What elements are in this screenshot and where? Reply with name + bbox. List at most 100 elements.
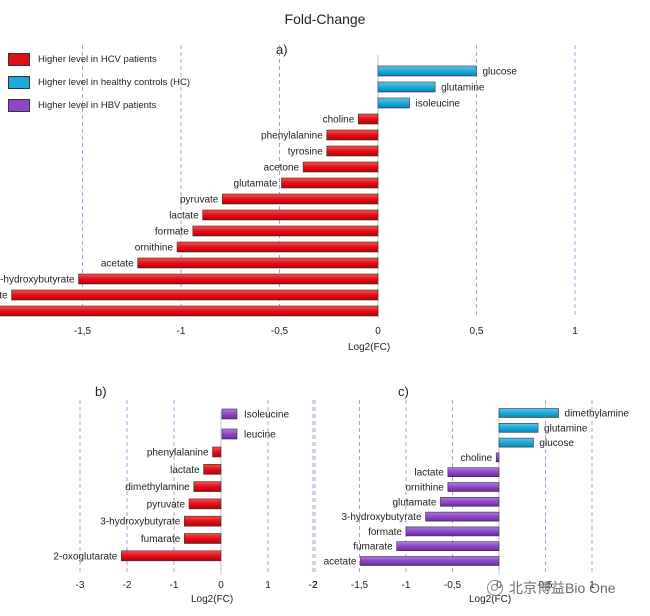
bar-label-c-formate: formate xyxy=(368,527,402,538)
tick-label-b-5: 2 xyxy=(312,580,318,591)
bar-b-dimethylamine xyxy=(193,481,222,492)
tick-label-b-0: -3 xyxy=(76,580,85,591)
panel-b: b) -3 -2 -1 0 1 2 Log2(FC) phenylalanine lactate d… xyxy=(53,384,318,605)
bar-c-3-hydroxybutyrate xyxy=(425,511,500,522)
legend-label-hc: Higher level in healthy controls (HC) xyxy=(38,77,191,88)
bar-c-acetate xyxy=(360,556,500,566)
bar-label-c-glucose: glucose xyxy=(539,438,574,449)
bar-label-a-glutamate: glutamate xyxy=(234,179,278,190)
bar-label-b-3-hydroxybutyrate: 3-hydroxybutyrate xyxy=(100,517,180,528)
bar-label-a-formate: formate xyxy=(155,227,189,238)
tick-label-c-5: 0,5 xyxy=(539,580,553,591)
legend-swatch-hc xyxy=(8,76,30,89)
tick-label-a-5: 0 xyxy=(375,326,381,337)
tick-label-b-3: 0 xyxy=(218,580,224,591)
bar-label-a-acetate: acetate xyxy=(101,259,134,270)
bar-label-a-3-hydroxybutyrate: 3-hydroxybutyrate xyxy=(0,275,75,286)
tick-label-b-2: -1 xyxy=(170,580,179,591)
bar-a-ornithine xyxy=(176,241,379,253)
bar-a-tyrosine xyxy=(326,145,379,157)
bar-label-c-fumarate: fumarate xyxy=(353,542,393,553)
bar-label-c-dimethylamine: dimethylamine xyxy=(565,409,630,420)
bar-label-a-choline: choline xyxy=(323,115,355,126)
bar-label-a-acetone: acetone xyxy=(264,163,300,174)
bar-c-fumarate xyxy=(396,541,500,552)
tick-label-a-4: -0,5 xyxy=(271,326,289,337)
bar-a-pyruvate xyxy=(222,193,379,205)
bar-b-phenylalanine xyxy=(212,446,222,458)
bar-a-glutamine xyxy=(377,81,436,93)
bar-label-a-tyrosine: tyrosine xyxy=(288,147,323,158)
bar-label-b-2-oxoglutarate: 2-oxoglutarate xyxy=(53,551,117,562)
x-axis-label-a: Log2(FC) xyxy=(348,342,390,353)
bar-label-c-lactate: lactate xyxy=(414,468,444,479)
chart-panels: a)-2,5-2-1,5-1-0,500,51Log2(FC)glucosegl… xyxy=(0,42,629,605)
bar-a-isoleucine xyxy=(377,97,410,109)
bar-a-formate xyxy=(192,225,379,237)
bar-label-b-phenylalanine: phenylalanine xyxy=(147,448,209,459)
tick-label-a-6: 0,5 xyxy=(470,326,484,337)
bar-label-a-pyruvate: pyruvate xyxy=(180,195,219,206)
tick-label-a-7: 1 xyxy=(572,326,578,337)
bar-b-pyruvate xyxy=(188,498,222,510)
bar-label-c-ornithine: ornithine xyxy=(405,483,444,494)
inline-legend-label-1: leucine xyxy=(244,430,276,441)
bar-label-c-3-hydroxybutyrate: 3-hydroxybutyrate xyxy=(341,512,421,523)
bar-label-b-fumarate: fumarate xyxy=(141,534,181,545)
inline-legend-label-0: Isoleucine xyxy=(244,410,289,421)
legend-item-hbv: Higher level in HBV patients xyxy=(8,94,190,117)
bar-c-glucose xyxy=(498,437,534,448)
bar-label-a-isoleucine: isoleucine xyxy=(416,99,461,110)
tick-label-b-4: 1 xyxy=(265,580,271,591)
legend-label-hcv: Higher level in HCV patients xyxy=(38,54,157,65)
panel-label-c: c) xyxy=(398,384,409,399)
inline-legend-swatch-1 xyxy=(221,428,238,440)
figure-legend: Higher level in HCV patients Higher leve… xyxy=(8,48,190,117)
panel-label-b: b) xyxy=(95,384,107,399)
bar-label-c-glutamate: glutamate xyxy=(392,497,436,508)
bar-b-3-hydroxybutyrate xyxy=(184,515,222,527)
bar-a-fumarate xyxy=(11,289,379,301)
watermark: 北京博益Bio One xyxy=(487,578,616,598)
bar-c-choline xyxy=(495,452,500,463)
panel-a: a)-2,5-2-1,5-1-0,500,51Log2(FC)glucosegl… xyxy=(0,42,578,353)
bar-b-lactate xyxy=(203,463,222,475)
bar-a-lactate xyxy=(202,209,379,221)
bar-label-a-phenylalanine: phenylalanine xyxy=(261,131,323,142)
bar-label-b-lactate: lactate xyxy=(170,465,200,476)
bar-a-acetate xyxy=(137,257,379,269)
panel-c: c)-2 -1,5 -1 -0,5 0 0,5 1Log2(FC)dimethylamine… xyxy=(309,384,630,605)
legend-item-hcv: Higher level in HCV patients xyxy=(8,48,190,71)
bar-label-c-acetate: acetate xyxy=(324,557,357,568)
figure-title: Fold-Change xyxy=(285,11,366,27)
bar-label-c-choline: choline xyxy=(461,453,493,464)
tick-label-a-3: -1 xyxy=(177,326,186,337)
x-axis-label-b: Log2(FC) xyxy=(191,594,233,605)
bar-label-c-glutamine: glutamine xyxy=(544,423,588,434)
bar-a-phenylalanine xyxy=(326,129,379,141)
bar-c-dimethylamine xyxy=(498,408,559,418)
bar-c-lactate xyxy=(447,467,500,478)
tick-label-c-2: -1 xyxy=(402,580,411,591)
bar-a-2-oxoglutarate xyxy=(0,305,379,317)
bar-a-choline xyxy=(357,113,379,125)
bar-label-a-glucose: glucose xyxy=(483,67,518,78)
bar-label-a-fumarate: fumarate xyxy=(0,291,8,302)
bar-c-ornithine xyxy=(447,482,500,492)
tick-label-c-0: -2 xyxy=(309,580,318,591)
panel-label-a: a) xyxy=(276,42,288,57)
bar-label-b-dimethylamine: dimethylamine xyxy=(125,482,190,493)
tick-label-c-6: 1 xyxy=(589,580,595,591)
tick-label-c-3: -0,5 xyxy=(444,580,462,591)
tick-label-c-1: -1,5 xyxy=(351,580,369,591)
legend-swatch-hcv xyxy=(8,53,30,66)
bar-label-b-pyruvate: pyruvate xyxy=(147,499,186,510)
x-axis-label-c: Log2(FC) xyxy=(469,594,511,605)
bar-a-glucose xyxy=(377,65,477,77)
legend-swatch-hbv xyxy=(8,99,30,112)
tick-label-b-1: -2 xyxy=(123,580,132,591)
bar-a-3-hydroxybutyrate xyxy=(78,273,379,285)
bar-c-formate xyxy=(405,526,500,537)
bar-c-glutamine xyxy=(498,422,539,433)
